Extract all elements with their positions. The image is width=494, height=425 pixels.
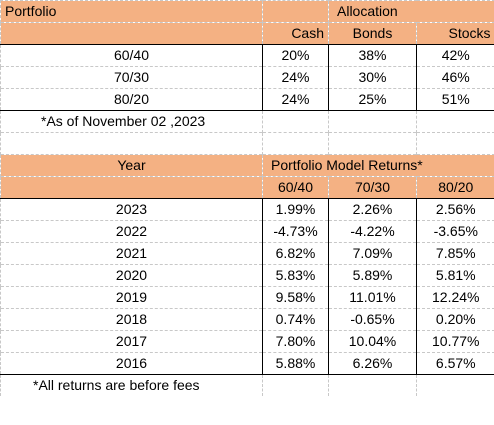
year-value[interactable]: 2019 [0,286,263,309]
blank-row [0,132,494,155]
returns-header-row-1: Year Portfolio Model Returns* [0,154,494,177]
return-80-20[interactable]: 0.20% [415,308,494,331]
return-60-40[interactable]: 5.88% [262,352,329,375]
return-80-20[interactable]: 12.24% [415,286,494,309]
bonds-value[interactable]: 25% [328,88,417,111]
returns-row: 2016 5.88% 6.26% 6.57% [0,352,494,375]
returns-row: 2022 -4.73% -4.22% -3.65% [0,220,494,243]
year-value[interactable]: 2020 [0,264,263,287]
bonds-value[interactable]: 30% [328,66,417,89]
portfolio-name[interactable]: 80/20 [0,88,263,111]
year-value[interactable]: 2018 [0,308,263,331]
stocks-value[interactable]: 51% [415,88,494,111]
returns-title[interactable]: Portfolio Model Returns* [261,154,494,177]
return-80-20[interactable]: 10.77% [415,330,494,353]
empty-cell[interactable] [328,132,417,155]
return-70-30[interactable]: -0.65% [328,308,417,331]
allocation-row: 80/20 24% 25% 51% [0,88,494,111]
return-60-40[interactable]: 5.83% [262,264,329,287]
returns-header-row-2: 60/40 70/30 80/20 [0,176,494,199]
portfolio-name[interactable]: 60/40 [0,44,263,67]
col-header-70-30[interactable]: 70/30 [328,176,417,199]
header-cell[interactable] [262,0,329,23]
stocks-value[interactable]: 42% [415,44,494,67]
returns-row: 2018 0.74% -0.65% 0.20% [0,308,494,331]
bonds-value[interactable]: 38% [328,44,417,67]
returns-row: 2019 9.58% 11.01% 12.24% [0,286,494,309]
cash-value[interactable]: 24% [262,66,329,89]
year-value[interactable]: 2023 [0,198,263,221]
empty-cell[interactable] [415,110,494,133]
portfolio-name[interactable]: 70/30 [0,66,263,89]
return-80-20[interactable]: 7.85% [415,242,494,265]
year-header[interactable]: Year [0,154,263,177]
empty-cell[interactable] [328,374,417,396]
empty-cell[interactable] [415,374,494,396]
allocation-row: 60/40 20% 38% 42% [0,44,494,67]
allocation-note[interactable]: *As of November 02 ,2023 [0,110,263,133]
return-60-40[interactable]: 1.99% [262,198,329,221]
returns-row: 2023 1.99% 2.26% 2.56% [0,198,494,221]
header-cell[interactable] [0,22,263,45]
spreadsheet: Portfolio Allocation Cash Bonds Stocks 6… [0,0,494,396]
return-60-40[interactable]: 9.58% [262,286,329,309]
return-70-30[interactable]: 5.89% [328,264,417,287]
empty-cell[interactable] [415,132,494,155]
return-70-30[interactable]: 10.04% [328,330,417,353]
col-header-stocks[interactable]: Stocks [415,22,494,45]
year-value[interactable]: 2021 [0,242,263,265]
return-70-30[interactable]: -4.22% [328,220,417,243]
return-60-40[interactable]: 0.74% [262,308,329,331]
year-value[interactable]: 2016 [0,352,263,375]
col-header-60-40[interactable]: 60/40 [262,176,329,199]
year-value[interactable]: 2017 [0,330,263,353]
return-60-40[interactable]: -4.73% [262,220,329,243]
empty-cell[interactable] [0,132,263,155]
cash-value[interactable]: 24% [262,88,329,111]
returns-row: 2021 6.82% 7.09% 7.85% [0,242,494,265]
allocation-header-row-1: Portfolio Allocation [0,0,494,23]
allocation-header-row-2: Cash Bonds Stocks [0,22,494,45]
allocation-header[interactable]: Allocation [327,0,494,23]
note-row: *As of November 02 ,2023 [0,110,494,133]
allocation-row: 70/30 24% 30% 46% [0,66,494,89]
col-header-bonds[interactable]: Bonds [328,22,417,45]
return-80-20[interactable]: 2.56% [415,198,494,221]
return-80-20[interactable]: 5.81% [415,264,494,287]
return-70-30[interactable]: 2.26% [328,198,417,221]
empty-cell[interactable] [262,110,329,133]
return-80-20[interactable]: 6.57% [415,352,494,375]
return-60-40[interactable]: 6.82% [262,242,329,265]
header-cell[interactable] [0,176,263,199]
returns-note[interactable]: *All returns are before fees [0,374,263,396]
return-80-20[interactable]: -3.65% [415,220,494,243]
return-70-30[interactable]: 7.09% [328,242,417,265]
return-60-40[interactable]: 7.80% [262,330,329,353]
cash-value[interactable]: 20% [262,44,329,67]
return-70-30[interactable]: 11.01% [328,286,417,309]
stocks-value[interactable]: 46% [415,66,494,89]
empty-cell[interactable] [328,110,417,133]
empty-cell[interactable] [262,374,329,396]
return-70-30[interactable]: 6.26% [328,352,417,375]
col-header-80-20[interactable]: 80/20 [415,176,494,199]
note-row: *All returns are before fees [0,374,494,396]
returns-row: 2017 7.80% 10.04% 10.77% [0,330,494,353]
empty-cell[interactable] [262,132,329,155]
col-header-cash[interactable]: Cash [262,22,329,45]
portfolio-header[interactable]: Portfolio [0,0,263,23]
returns-row: 2020 5.83% 5.89% 5.81% [0,264,494,287]
year-value[interactable]: 2022 [0,220,263,243]
